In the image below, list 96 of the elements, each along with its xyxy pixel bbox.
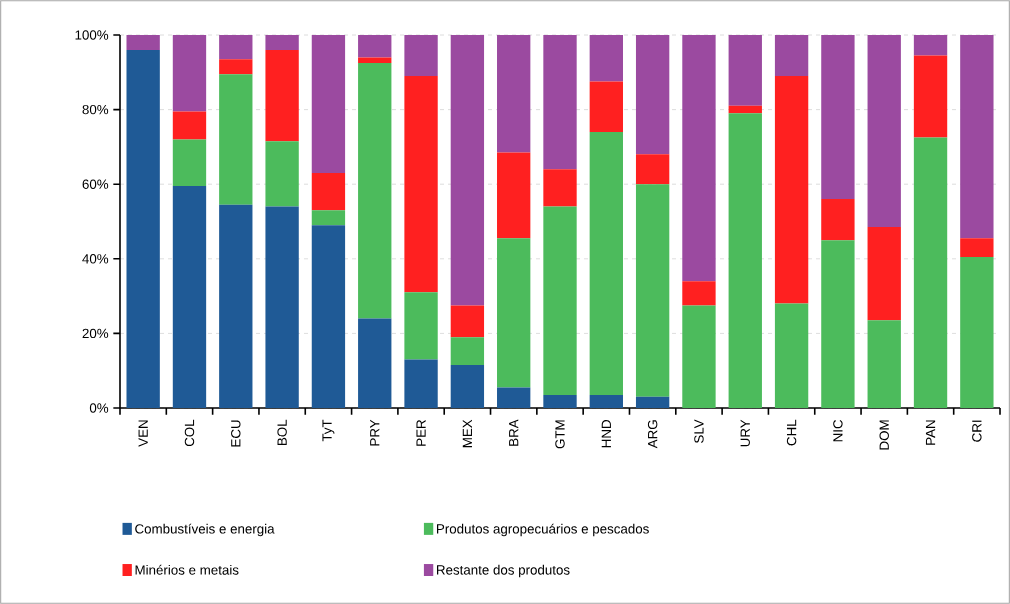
bar [311,225,346,408]
bar [219,59,253,75]
bar [960,238,994,257]
legend-label: Produtos agropecuários e pescados [437,523,649,537]
bar [172,139,207,187]
bar [172,111,207,140]
y-tick-label: 80% [82,104,109,115]
bar [265,49,299,142]
y-tick-label: 20% [82,328,109,339]
x-tick-label: ECU [231,420,241,447]
x-tick-label: SLV [694,419,704,443]
x-tick-label: TyT [322,419,335,442]
bar [635,154,670,185]
bar [404,76,438,293]
bar [358,318,392,408]
bar [821,240,855,408]
x-tick-label: PAN [925,420,936,445]
bar [913,55,948,138]
legend-label: Minérios e metais [135,564,239,575]
bar [450,337,485,366]
bar [497,152,531,239]
bar [358,35,392,58]
bar [311,35,346,174]
bar [172,35,207,112]
bar [867,320,901,408]
bar [913,35,948,56]
bar [219,204,253,408]
x-tick-label: HND [601,420,611,448]
bar [635,35,670,155]
bar [589,131,623,395]
bar [867,227,901,321]
bar [543,35,577,170]
bar [774,76,809,304]
bar [543,169,577,207]
bar [589,81,623,132]
bar [635,396,670,408]
bar [265,206,299,408]
bar [497,387,531,408]
x-tick-label: CRI [972,420,982,442]
bar [450,365,485,408]
bar [450,35,485,306]
legend-label: Restante dos produtos [437,564,570,578]
bar [728,105,762,114]
legend-label: Combustíveis e energia [135,523,275,537]
bar [913,137,948,408]
bar [960,35,994,239]
bar [265,35,299,50]
x-tick-label: GTM [555,420,565,449]
bar [728,113,762,408]
bar [682,35,716,282]
bar [774,35,809,77]
x-tick-label: NIC [833,419,843,442]
bar [497,35,531,153]
bar [682,305,716,408]
bar [821,199,855,241]
bar [821,35,855,200]
bar [774,303,809,408]
bar [450,305,485,338]
bar [404,359,438,408]
x-tick-label: PRY [370,419,380,446]
bar [219,35,253,60]
bar [682,281,716,306]
y-tick-label: 100% [75,30,109,40]
bar [960,256,994,408]
x-tick-label: BOL [277,419,287,445]
bar [589,35,623,82]
bar [126,35,160,50]
bar [728,35,762,106]
x-tick-label: PER [416,419,426,446]
bar [543,394,577,408]
x-tick-label: COL [184,419,195,447]
bar [543,206,577,395]
bar [265,141,299,207]
x-tick-label: DOM [879,420,889,450]
bar [404,35,438,77]
x-tick-label: MEX [462,419,472,448]
x-tick-label: ARG [647,420,658,449]
bar [358,62,392,319]
y-tick-label: 60% [82,179,109,189]
x-tick-label: URY [740,419,750,447]
bar [311,173,346,211]
bar [404,292,438,360]
y-tick-label: 40% [82,254,109,264]
bar [311,210,346,226]
x-tick-label: CHL [786,419,797,446]
bar [497,238,531,388]
bar [358,57,392,63]
bar [126,49,160,408]
bar [589,394,623,408]
x-tick-label: BRA [509,419,519,446]
bar [635,184,670,397]
bar [172,186,207,408]
x-tick-label: VEN [138,420,148,447]
bar [219,74,253,205]
y-tick-label: 0% [89,403,109,413]
bar [867,35,901,228]
